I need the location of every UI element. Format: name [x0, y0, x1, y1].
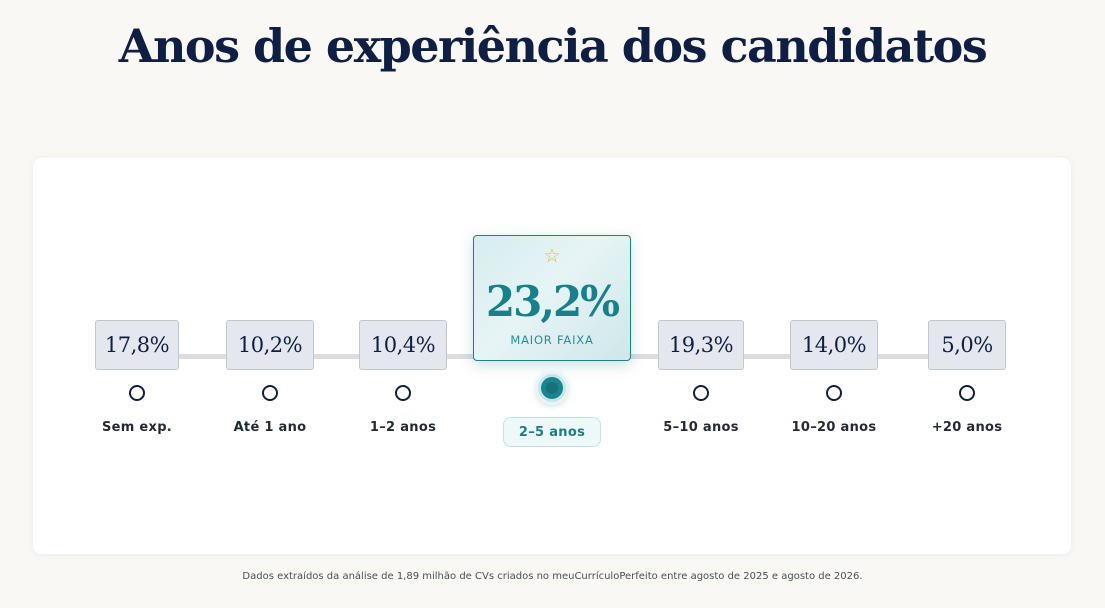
timeline-dot-active[interactable]: [538, 374, 566, 402]
value-label: 5,0%: [928, 320, 1006, 370]
category-label: +20 anos: [931, 420, 1003, 435]
star-icon: ☆: [543, 245, 561, 267]
category-label: 10–20 anos: [791, 420, 877, 435]
value-label: 19,3%: [658, 320, 744, 370]
timeline-dot[interactable]: [826, 385, 842, 401]
footnote: Dados extraídos da análise de 1,89 milhã…: [242, 571, 863, 582]
value-label: 17,8%: [95, 320, 179, 370]
category-label: 1–2 anos: [369, 420, 437, 435]
page-title: Anos de experiência dos candidatos: [118, 19, 988, 73]
timeline-dot[interactable]: [262, 385, 278, 401]
value-label: 10,4%: [359, 320, 447, 370]
category-label: 5–10 anos: [663, 420, 739, 435]
category-label: Sem exp.: [101, 420, 173, 435]
timeline-dot[interactable]: [693, 385, 709, 401]
timeline-dot[interactable]: [129, 385, 145, 401]
value-label-highlight: 23,2%: [485, 277, 620, 326]
highlight-value-box: ☆ 23,2% MAIOR FAIXA: [473, 235, 631, 361]
category-label-active[interactable]: 2–5 anos: [503, 417, 601, 447]
highlight-caption: MAIOR FAIXA: [510, 333, 594, 347]
timeline-dot[interactable]: [959, 385, 975, 401]
value-label: 10,2%: [226, 320, 314, 370]
timeline-dot[interactable]: [395, 385, 411, 401]
value-label: 14,0%: [790, 320, 878, 370]
category-label: Até 1 ano: [233, 420, 307, 435]
